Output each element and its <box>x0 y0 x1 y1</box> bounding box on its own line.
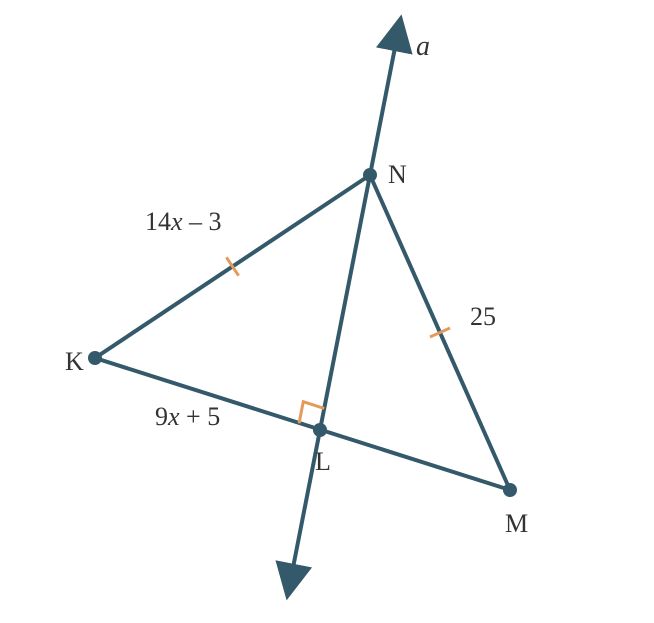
point-l <box>313 423 327 437</box>
line-a <box>290 33 398 582</box>
point-label-n: N <box>388 160 407 189</box>
point-k <box>88 351 102 365</box>
edge-label-2: 25 <box>470 302 496 331</box>
tick-kn <box>226 257 238 275</box>
edge-label-0: 14x – 3 <box>145 207 222 236</box>
point-n <box>363 168 377 182</box>
line-a-label: a <box>416 31 430 62</box>
point-label-l: L <box>315 447 331 476</box>
point-label-m: M <box>505 509 528 538</box>
point-label-k: K <box>65 347 84 376</box>
edge-label-1: 9x + 5 <box>155 402 220 431</box>
point-m <box>503 483 517 497</box>
